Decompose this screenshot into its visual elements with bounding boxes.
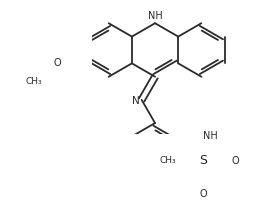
Text: O: O — [232, 156, 239, 165]
Text: CH₃: CH₃ — [159, 156, 176, 165]
Text: O: O — [200, 189, 208, 199]
Text: S: S — [200, 154, 208, 167]
Text: NH: NH — [203, 131, 218, 141]
Text: NH: NH — [148, 11, 162, 21]
Text: O: O — [53, 58, 61, 68]
Text: N: N — [132, 96, 140, 106]
Text: CH₃: CH₃ — [25, 77, 42, 87]
